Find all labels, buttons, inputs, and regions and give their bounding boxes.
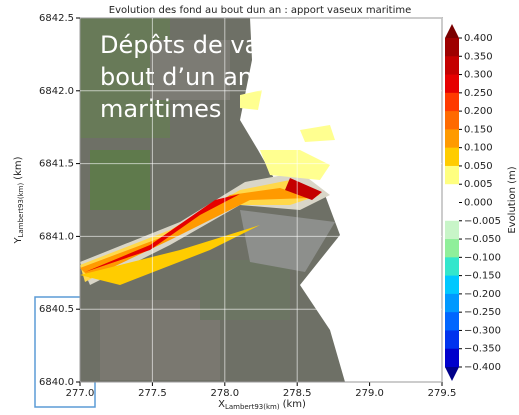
- colorbar-segment: [445, 184, 459, 203]
- colorbar-tick-label: −0.350: [464, 344, 501, 355]
- colorbar-tick-label: −0.050: [464, 234, 501, 245]
- colorbar-segment: [445, 221, 459, 240]
- x-label-unit: (km): [283, 399, 306, 410]
- colorbar-tick-label: 0.000: [464, 198, 493, 209]
- colorbar-segment: [445, 129, 459, 148]
- colorbar-tick-label: −0.400: [464, 362, 501, 373]
- colorbar-segment: [445, 93, 459, 112]
- colorbar-segment: [445, 276, 459, 295]
- y-tick-label: 6840.0: [39, 377, 74, 388]
- colorbar-tick-label: 0.005: [464, 179, 493, 190]
- y-tick-label: 6842.0: [39, 86, 74, 97]
- chart: Evolution des fond au bout dun an : appo…: [0, 0, 519, 411]
- x-axis-label: XLambert93(km)(km): [218, 399, 306, 411]
- colorbar-segment: [445, 239, 459, 258]
- colorbar-segment: [445, 56, 459, 75]
- colorbar-segment: [445, 257, 459, 276]
- colorbar-tick-label: −0.200: [464, 289, 501, 300]
- x-tick-label: 279.0: [355, 388, 384, 399]
- colorbar-segment: [445, 38, 459, 57]
- colorbar-tick-label: 0.100: [464, 143, 493, 154]
- colorbar-tick-label: 0.300: [464, 70, 493, 81]
- colorbar-tick-label: −0.300: [464, 325, 501, 336]
- chart-title: Evolution des fond au bout dun an : appo…: [109, 5, 412, 16]
- colorbar-tick-label: 0.400: [464, 33, 493, 44]
- colorbar-label: Evolution (m): [507, 166, 518, 233]
- colorbar-tick-label: −0.250: [464, 307, 501, 318]
- y-tick-label: 6841.5: [39, 159, 74, 170]
- colorbar-tick-label: 0.250: [464, 88, 493, 99]
- colorbar-segment: [445, 75, 459, 94]
- colorbar-tick-label: 0.350: [464, 51, 493, 62]
- colorbar-segment: [445, 148, 459, 167]
- colorbar-extend: [445, 24, 459, 38]
- annotation-line: bout d’un an : apports: [100, 63, 368, 91]
- colorbar-segment: [445, 111, 459, 130]
- colorbar-segment: [445, 166, 459, 185]
- y-axis-label: YLambert93(km)(km): [13, 156, 25, 244]
- x-tick-label: 278.5: [283, 388, 312, 399]
- y-label-unit: (km): [13, 156, 24, 179]
- colorbar-extend: [445, 367, 459, 381]
- y-label-sub: Lambert93(km): [17, 183, 25, 238]
- annotation-line: Dépôts de vase au: [100, 31, 324, 59]
- x-tick-label: 278.0: [210, 388, 239, 399]
- x-tick-label: 277.5: [138, 388, 167, 399]
- x-tick-label: 277.0: [66, 388, 95, 399]
- colorbar-tick-label: −0.005: [464, 216, 501, 227]
- colorbar-tick-label: 0.050: [464, 161, 493, 172]
- x-tick-label: 279.5: [428, 388, 457, 399]
- colorbar-segment: [445, 330, 459, 349]
- colorbar-segment: [445, 294, 459, 313]
- colorbar-segment: [445, 312, 459, 331]
- colorbar-tick-label: −0.100: [464, 252, 501, 263]
- annotation-line: maritimes: [100, 95, 221, 123]
- colorbar-segment: [445, 349, 459, 368]
- y-tick-label: 6841.0: [39, 231, 74, 242]
- colorbar-tick-label: 0.150: [464, 124, 493, 135]
- y-tick-label: 6840.5: [39, 304, 74, 315]
- y-tick-label: 6842.5: [39, 13, 74, 24]
- colorbar-tick-label: −0.150: [464, 271, 501, 282]
- colorbar-segment: [445, 203, 459, 222]
- colorbar-tick-label: 0.200: [464, 106, 493, 117]
- x-label-sub: Lambert93(km): [225, 403, 280, 411]
